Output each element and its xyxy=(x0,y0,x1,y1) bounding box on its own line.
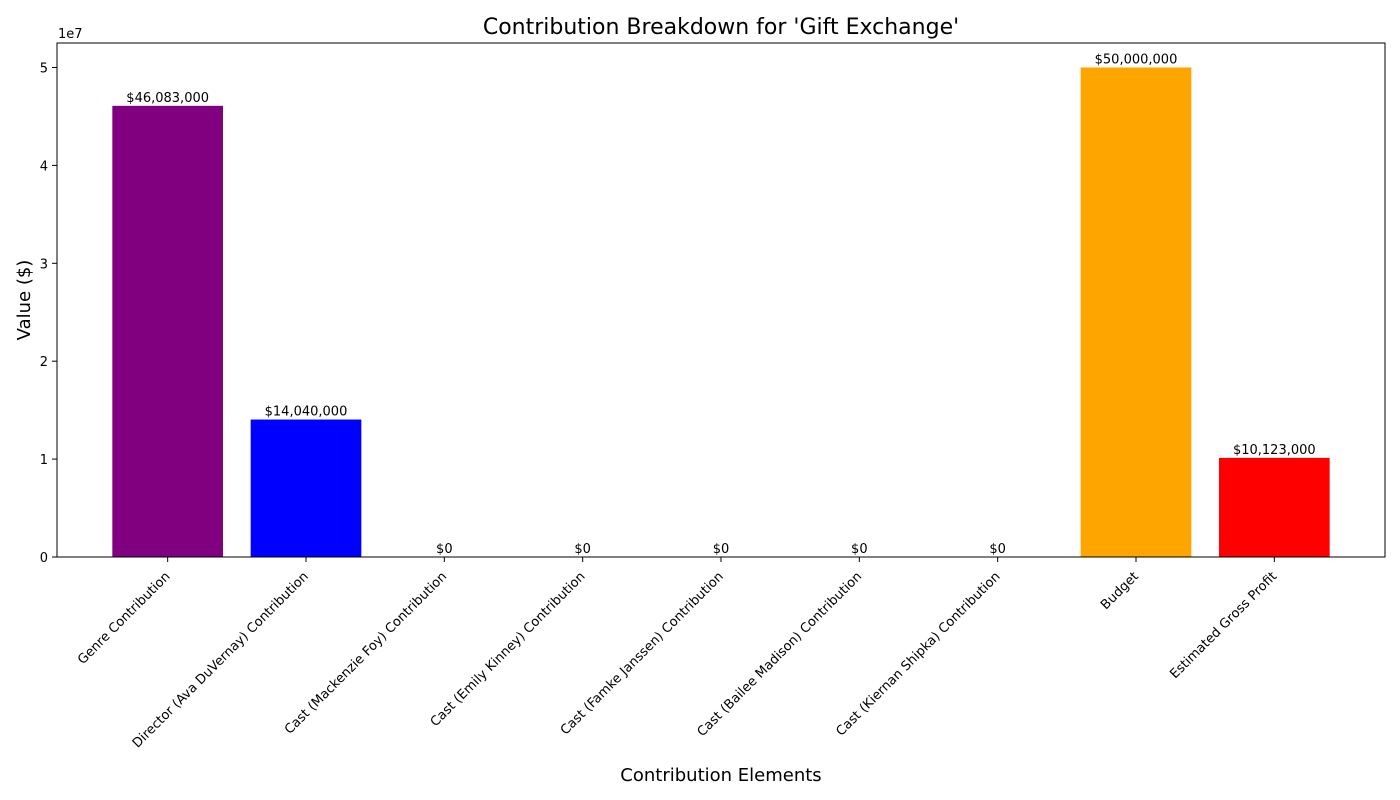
data-labels: $46,083,000 $14,040,000 $0 $0 $0 $0 $0 $50,000,… xyxy=(126,52,1315,557)
x-tick-label: Cast (Mackenzie Foy) Contribution xyxy=(282,569,450,737)
bar xyxy=(112,105,223,557)
y-axis-ticks: 0 1 2 3 4 5 xyxy=(40,61,57,566)
data-label: $0 xyxy=(851,542,868,557)
x-tick-label: Genre Contribution xyxy=(75,569,173,667)
data-label: $0 xyxy=(436,542,453,557)
data-label: $0 xyxy=(574,542,591,557)
x-tick-label: Cast (Emily Kinney) Contribution xyxy=(428,569,589,730)
y-tick-label: 4 xyxy=(40,159,48,174)
y-tick-label: 0 xyxy=(40,551,48,566)
data-label: $46,083,000 xyxy=(126,91,209,106)
x-tick-label: Cast (Kiernan Shipka) Contribution xyxy=(833,569,1003,739)
data-label: $14,040,000 xyxy=(265,405,348,420)
y-axis-label: Value ($) xyxy=(14,260,35,341)
chart-title: Contribution Breakdown for 'Gift Exchang… xyxy=(483,15,959,40)
data-label: $10,123,000 xyxy=(1233,443,1316,458)
bars-group xyxy=(112,67,1330,557)
x-tick-label: Estimated Gross Profit xyxy=(1167,569,1280,682)
x-tick-label: Cast (Famke Janssen) Contribution xyxy=(558,569,727,738)
y-tick-label: 3 xyxy=(40,257,48,272)
data-label: $0 xyxy=(713,542,730,557)
y-tick-label: 1 xyxy=(40,453,48,468)
y-tick-label: 2 xyxy=(40,355,48,370)
data-label: $50,000,000 xyxy=(1095,52,1178,67)
plot-area-frame xyxy=(56,42,1386,558)
x-tick-label: Cast (Bailee Madison) Contribution xyxy=(695,569,866,740)
x-axis-label: Contribution Elements xyxy=(620,765,821,786)
data-label: $0 xyxy=(989,542,1006,557)
x-tick-label: Budget xyxy=(1098,569,1142,613)
bar xyxy=(1219,457,1330,557)
y-tick-label: 5 xyxy=(40,61,48,76)
y-axis-scale-label: 1e7 xyxy=(58,27,83,42)
bar xyxy=(250,419,362,557)
bar xyxy=(1080,67,1192,557)
